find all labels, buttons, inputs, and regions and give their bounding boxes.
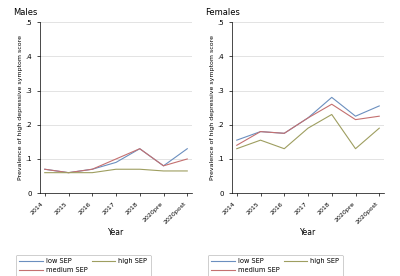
Y-axis label: Prevalence of high depressive symptom score: Prevalence of high depressive symptom sc… — [210, 35, 215, 180]
Legend: low SEP, medium SEP, high SEP: low SEP, medium SEP, high SEP — [16, 255, 151, 276]
X-axis label: Year: Year — [108, 228, 124, 237]
Text: Males: Males — [13, 8, 37, 17]
Y-axis label: Prevalence of high depressive symptom score: Prevalence of high depressive symptom sc… — [18, 35, 23, 180]
Legend: low SEP, medium SEP, high SEP: low SEP, medium SEP, high SEP — [208, 255, 343, 276]
X-axis label: Year: Year — [300, 228, 316, 237]
Text: Females: Females — [205, 8, 240, 17]
